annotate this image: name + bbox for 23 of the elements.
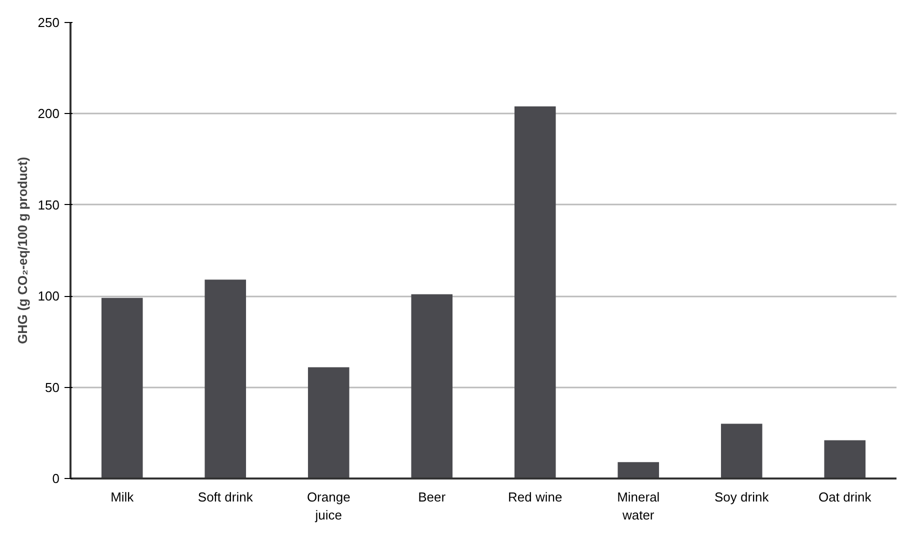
x-tick-label: Milk [110,490,134,504]
bar [824,440,866,478]
y-tick-label: 150 [38,197,60,212]
x-tick-label: Red wine [508,490,562,504]
bar [101,298,143,478]
bar [618,462,660,478]
y-tick-label: 200 [38,106,60,122]
x-tick-label: Beer [418,490,446,504]
bar [514,106,556,478]
y-tick-label: 0 [52,471,60,486]
y-axis-title: GHG (g CO₂-eq/100 g product) [14,156,30,344]
x-tick-label: Soft drink [198,490,254,504]
y-tick-label: 100 [38,288,60,304]
y-tick-label: 50 [45,380,60,395]
y-tick-label: 250 [38,15,60,30]
x-tick-label: Soy drink [714,490,770,504]
x-tick-label: Oat drink [818,490,872,504]
bar [720,424,762,478]
bar [308,367,350,478]
bar [204,280,246,478]
bar [411,294,453,478]
x-tick-label: Mineral water [617,490,660,522]
x-tick-label: Orange juice [306,490,350,522]
